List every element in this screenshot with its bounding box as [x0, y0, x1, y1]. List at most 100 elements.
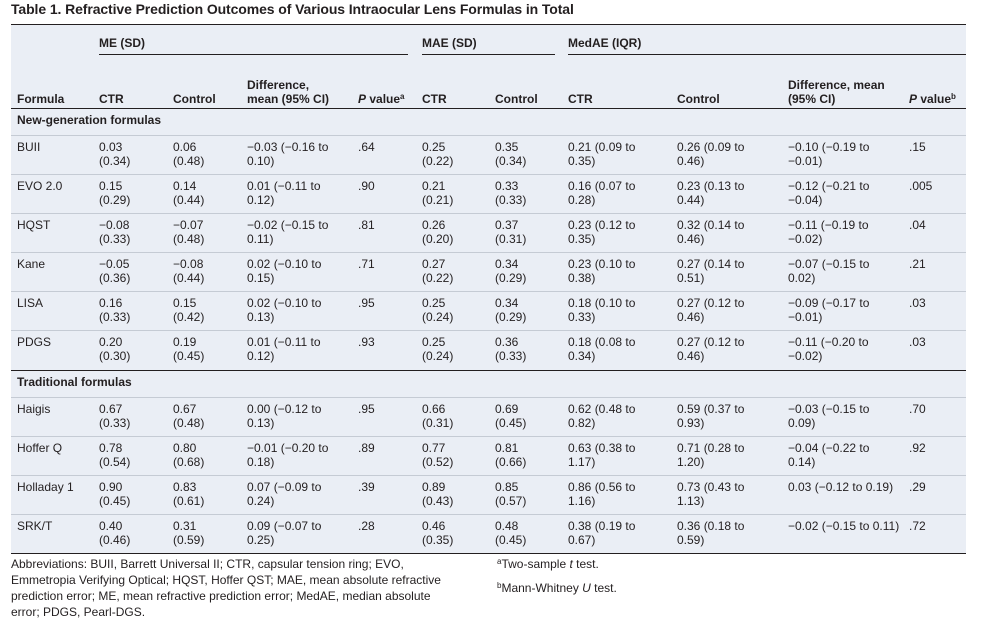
- cell-medae-p: .72: [909, 519, 926, 533]
- cell-formula: PDGS: [17, 335, 52, 349]
- cell-medae-ctr: 0.18 (0.08 to 0.34): [568, 335, 636, 363]
- table-row: Hoffer Q 0.78 (0.54) 0.80 (0.68) −0.01 (−0.…: [11, 437, 966, 476]
- cell-medae-p: .03: [909, 335, 926, 349]
- cell-medae-p: .04: [909, 218, 926, 232]
- cell-mae-control: 0.48 (0.45): [495, 519, 527, 547]
- group-rule-me: [99, 54, 408, 55]
- cell-mae-ctr: 0.89 (0.43): [422, 480, 454, 508]
- cell-me-ctr: −0.05 (0.36): [99, 257, 131, 285]
- cell-medae-ctr: 0.62 (0.48 to 0.82): [568, 402, 636, 430]
- cell-me-ctr: 0.16 (0.33): [99, 296, 131, 324]
- cell-mae-control: 0.34 (0.29): [495, 296, 527, 324]
- col-header-formula: Formula: [17, 92, 65, 106]
- col-header-me-control: Control: [173, 92, 216, 106]
- cell-me-p: .71: [358, 257, 375, 271]
- cell-me-p: .39: [358, 480, 375, 494]
- footnote-b: bMann-Whitney U test.: [497, 581, 617, 595]
- cell-me-diff: −0.02 (−0.15 to 0.11): [247, 218, 329, 246]
- row-divider: [11, 213, 966, 214]
- cell-medae-control: 0.27 (0.14 to 0.51): [677, 257, 745, 285]
- section-title-new-generation: New-generation formulas: [17, 113, 162, 127]
- group-header-me: ME (SD): [99, 36, 145, 50]
- table-caption: Table 1. Refractive Prediction Outcomes …: [11, 1, 574, 17]
- table-row: SRK/T 0.40 (0.46) 0.31 (0.59) 0.09 (−0.07 t…: [11, 515, 966, 554]
- cell-medae-diff: −0.02 (−0.15 to 0.11): [788, 519, 900, 533]
- cell-mae-control: 0.85 (0.57): [495, 480, 527, 508]
- cell-medae-diff: −0.09 (−0.17 to −0.01): [788, 296, 870, 324]
- cell-mae-control: 0.33 (0.33): [495, 179, 527, 207]
- cell-formula: Haigis: [17, 402, 51, 416]
- col-header-me-ctr: CTR: [99, 92, 124, 106]
- cell-me-diff: 0.07 (−0.09 to 0.24): [247, 480, 322, 508]
- cell-formula: HQST: [17, 218, 51, 232]
- cell-mae-ctr: 0.25 (0.22): [422, 140, 454, 168]
- table-row: BUII 0.03 (0.34) 0.06 (0.48) −0.03 (−0.16 t…: [11, 136, 966, 175]
- col-header-mae-ctr: CTR: [422, 92, 447, 106]
- table-row: Kane −0.05 (0.36) −0.08 (0.44) 0.02 (−0.10 …: [11, 253, 966, 292]
- cell-medae-ctr: 0.38 (0.19 to 0.67): [568, 519, 636, 547]
- cell-medae-control: 0.27 (0.12 to 0.46): [677, 335, 745, 363]
- cell-me-control: 0.83 (0.61): [173, 480, 205, 508]
- cell-medae-control: 0.73 (0.43 to 1.13): [677, 480, 745, 508]
- cell-medae-ctr: 0.23 (0.10 to 0.38): [568, 257, 636, 285]
- cell-medae-p: .005: [909, 179, 933, 193]
- col-header-me-p-value: P valuea: [358, 92, 405, 106]
- cell-mae-control: 0.69 (0.45): [495, 402, 527, 430]
- cell-me-ctr: 0.40 (0.46): [99, 519, 131, 547]
- cell-mae-control: 0.81 (0.66): [495, 441, 527, 469]
- cell-me-diff: 0.01 (−0.11 to 0.12): [247, 179, 321, 207]
- cell-me-control: 0.14 (0.44): [173, 179, 205, 207]
- col-header-medae-ctr: CTR: [568, 92, 593, 106]
- cell-formula: Kane: [17, 257, 46, 271]
- col-header-medae-control: Control: [677, 92, 720, 106]
- cell-medae-ctr: 0.86 (0.56 to 1.16): [568, 480, 636, 508]
- cell-mae-ctr: 0.26 (0.20): [422, 218, 454, 246]
- results-table: ME (SD) MAE (SD) MedAE (IQR) Formula CTR…: [11, 24, 966, 554]
- cell-medae-control: 0.23 (0.13 to 0.44): [677, 179, 745, 207]
- row-divider: [11, 475, 966, 476]
- cell-mae-control: 0.35 (0.34): [495, 140, 527, 168]
- cell-mae-ctr: 0.25 (0.24): [422, 335, 454, 363]
- section-title-traditional: Traditional formulas: [17, 375, 132, 389]
- cell-mae-control: 0.37 (0.31): [495, 218, 527, 246]
- cell-me-p: .93: [358, 335, 375, 349]
- col-header-medae-difference: Difference, mean (95% CI): [788, 78, 885, 106]
- cell-me-control: 0.06 (0.48): [173, 140, 205, 168]
- cell-formula: Holladay 1: [17, 480, 74, 494]
- group-rule-mae: [422, 54, 555, 55]
- cell-me-p: .89: [358, 441, 375, 455]
- cell-me-diff: −0.01 (−0.20 to 0.18): [247, 441, 329, 469]
- cell-me-p: .95: [358, 296, 375, 310]
- cell-me-ctr: 0.20 (0.30): [99, 335, 131, 363]
- group-header-mae: MAE (SD): [422, 36, 477, 50]
- cell-me-ctr: 0.78 (0.54): [99, 441, 131, 469]
- table-row: Haigis 0.67 (0.33) 0.67 (0.48) 0.00 (−0.12 …: [11, 398, 966, 437]
- cell-formula: EVO 2.0: [17, 179, 63, 193]
- row-divider: [11, 174, 966, 175]
- col-header-mae-control: Control: [495, 92, 538, 106]
- col-header-medae-p-value: P valueb: [909, 92, 956, 106]
- cell-medae-control: 0.71 (0.28 to 1.20): [677, 441, 745, 469]
- footnote-abbreviations: Abbreviations: BUII, Barrett Universal I…: [11, 557, 441, 619]
- cell-medae-p: .92: [909, 441, 926, 455]
- cell-medae-diff: −0.10 (−0.19 to −0.01): [788, 140, 870, 168]
- cell-medae-diff: 0.03 (−0.12 to 0.19): [788, 480, 894, 494]
- cell-me-diff: 0.02 (−0.10 to 0.13): [247, 296, 322, 324]
- row-divider: [11, 330, 966, 331]
- cell-mae-control: 0.36 (0.33): [495, 335, 527, 363]
- cell-formula: SRK/T: [17, 519, 53, 533]
- cell-mae-ctr: 0.46 (0.35): [422, 519, 454, 547]
- cell-formula: LISA: [17, 296, 44, 310]
- cell-me-ctr: 0.15 (0.29): [99, 179, 131, 207]
- row-divider: [11, 514, 966, 515]
- cell-medae-control: 0.32 (0.14 to 0.46): [677, 218, 745, 246]
- cell-medae-p: .15: [909, 140, 926, 154]
- cell-formula: BUII: [17, 140, 41, 154]
- cell-me-control: 0.15 (0.42): [173, 296, 205, 324]
- cell-me-diff: 0.09 (−0.07 to 0.25): [247, 519, 322, 547]
- cell-mae-ctr: 0.27 (0.22): [422, 257, 454, 285]
- cell-me-control: 0.31 (0.59): [173, 519, 205, 547]
- cell-me-control: 0.19 (0.45): [173, 335, 205, 363]
- cell-medae-ctr: 0.16 (0.07 to 0.28): [568, 179, 636, 207]
- row-divider: [11, 252, 966, 253]
